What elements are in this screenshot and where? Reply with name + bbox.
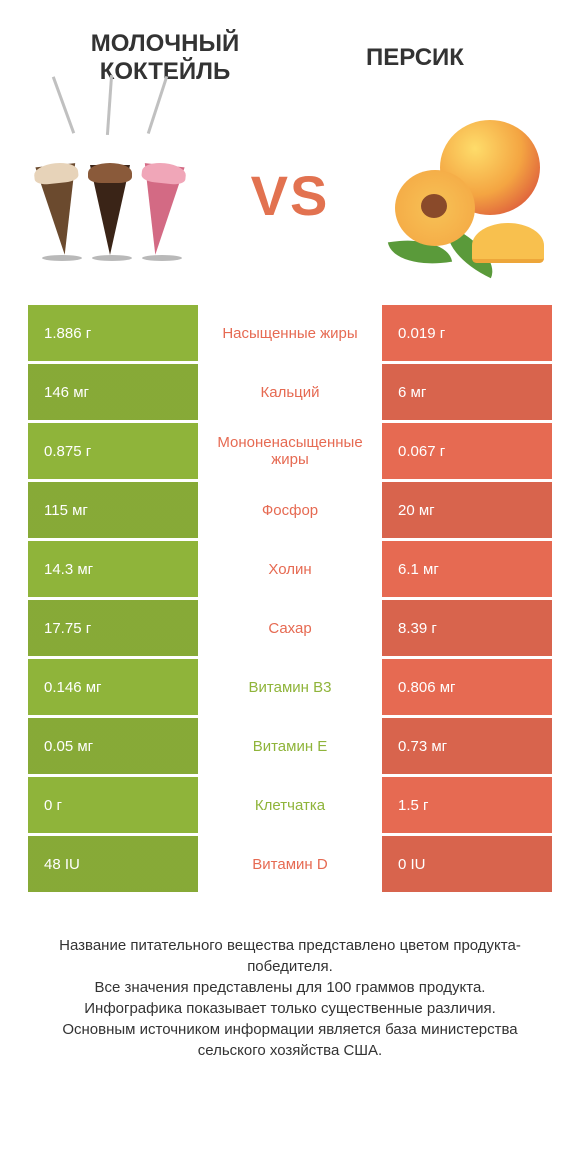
value-right: 0.019 г bbox=[382, 305, 552, 361]
table-row: 0 гКлетчатка1.5 г bbox=[28, 777, 552, 833]
value-right: 0.73 мг bbox=[382, 718, 552, 774]
footer-line: Все значения представлены для 100 граммо… bbox=[30, 977, 550, 998]
header: МОЛОЧНЫЙ КОКТЕЙЛЬ ПЕРСИК bbox=[0, 0, 580, 95]
nutrient-label: Холин bbox=[198, 541, 382, 597]
table-row: 146 мгКальций6 мг bbox=[28, 364, 552, 420]
nutrient-label: Сахар bbox=[198, 600, 382, 656]
footer-line: Инфографика показывает только существенн… bbox=[30, 998, 550, 1019]
value-left: 146 мг bbox=[28, 364, 198, 420]
table-row: 14.3 мгХолин6.1 мг bbox=[28, 541, 552, 597]
value-left: 1.886 г bbox=[28, 305, 198, 361]
vs-label: VS bbox=[251, 163, 330, 228]
title-right: ПЕРСИК bbox=[290, 44, 540, 72]
nutrient-label: Кальций bbox=[198, 364, 382, 420]
table-row: 0.146 мгВитамин B30.806 мг bbox=[28, 659, 552, 715]
value-right: 6.1 мг bbox=[382, 541, 552, 597]
milkshake-image bbox=[30, 115, 210, 275]
nutrient-label: Фосфор bbox=[198, 482, 382, 538]
footer-line: Основным источником информации является … bbox=[30, 1019, 550, 1061]
table-row: 17.75 гСахар8.39 г bbox=[28, 600, 552, 656]
nutrient-label: Клетчатка bbox=[198, 777, 382, 833]
value-left: 0.875 г bbox=[28, 423, 198, 479]
nutrient-label: Витамин D bbox=[198, 836, 382, 892]
value-left: 0.05 мг bbox=[28, 718, 198, 774]
table-row: 1.886 гНасыщенные жиры0.019 г bbox=[28, 305, 552, 361]
value-left: 48 IU bbox=[28, 836, 198, 892]
table-row: 0.05 мгВитамин E0.73 мг bbox=[28, 718, 552, 774]
nutrient-label: Витамин E bbox=[198, 718, 382, 774]
table-row: 48 IUВитамин D0 IU bbox=[28, 836, 552, 892]
footer-notes: Название питательного вещества представл… bbox=[0, 895, 580, 1061]
images-row: VS bbox=[0, 95, 580, 305]
value-right: 20 мг bbox=[382, 482, 552, 538]
value-right: 0.067 г bbox=[382, 423, 552, 479]
value-left: 0.146 мг bbox=[28, 659, 198, 715]
nutrient-label: Насыщенные жиры bbox=[198, 305, 382, 361]
value-left: 14.3 мг bbox=[28, 541, 198, 597]
table-row: 0.875 гМононенасыщенные жиры0.067 г bbox=[28, 423, 552, 479]
value-left: 115 мг bbox=[28, 482, 198, 538]
footer-line: Название питательного вещества представл… bbox=[30, 935, 550, 977]
value-right: 0 IU bbox=[382, 836, 552, 892]
nutrient-label: Мононенасыщенные жиры bbox=[198, 423, 382, 479]
table-row: 115 мгФосфор20 мг bbox=[28, 482, 552, 538]
value-left: 17.75 г bbox=[28, 600, 198, 656]
value-right: 0.806 мг bbox=[382, 659, 552, 715]
value-right: 1.5 г bbox=[382, 777, 552, 833]
nutrient-label: Витамин B3 bbox=[198, 659, 382, 715]
value-right: 6 мг bbox=[382, 364, 552, 420]
peach-image bbox=[370, 115, 550, 275]
comparison-table: 1.886 гНасыщенные жиры0.019 г146 мгКальц… bbox=[0, 305, 580, 892]
value-left: 0 г bbox=[28, 777, 198, 833]
value-right: 8.39 г bbox=[382, 600, 552, 656]
